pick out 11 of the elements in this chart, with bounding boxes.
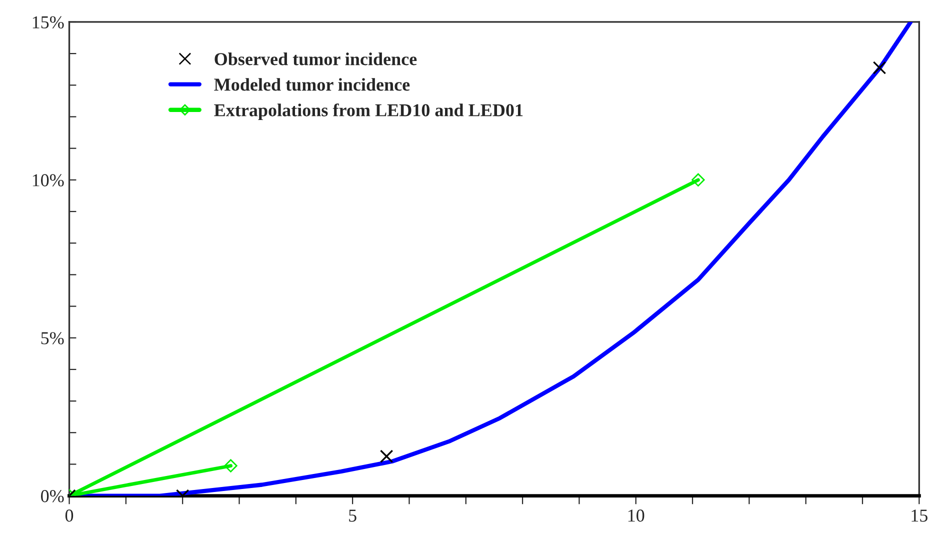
x-tick-label: 10	[628, 510, 644, 522]
y-tick-label: 5%	[41, 332, 64, 344]
legend-label: Extrapolations from LED10 and LED01	[214, 103, 523, 120]
x-tick-label: 15	[912, 510, 928, 522]
legend-label: Modeled tumor incidence	[214, 78, 410, 91]
legend-label: Observed tumor incidence	[214, 52, 417, 66]
x-tick-label: 5	[349, 510, 356, 522]
y-tick-label: 0%	[41, 490, 64, 502]
y-tick-label: 10%	[32, 174, 64, 186]
y-tick-label: 15%	[32, 16, 64, 28]
x-tick-label: 0	[65, 510, 74, 522]
